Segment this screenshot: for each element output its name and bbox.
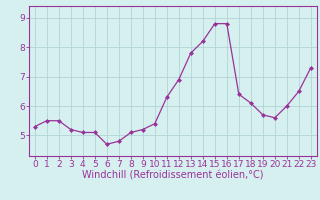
X-axis label: Windchill (Refroidissement éolien,°C): Windchill (Refroidissement éolien,°C): [82, 171, 264, 181]
